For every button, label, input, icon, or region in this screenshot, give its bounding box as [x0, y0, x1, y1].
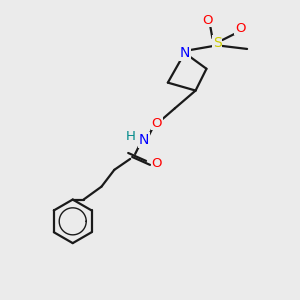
Text: O: O [235, 22, 245, 34]
Text: O: O [202, 14, 213, 27]
Text: N: N [179, 46, 190, 60]
Text: O: O [152, 158, 162, 170]
Text: N: N [139, 133, 149, 147]
Text: S: S [213, 36, 222, 50]
Text: O: O [152, 117, 162, 130]
Text: H: H [126, 130, 136, 142]
